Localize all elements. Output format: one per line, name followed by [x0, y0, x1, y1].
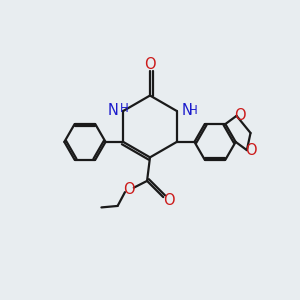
Text: N: N [108, 103, 119, 118]
Text: O: O [245, 143, 256, 158]
Text: O: O [235, 108, 246, 123]
Text: O: O [163, 193, 174, 208]
Text: H: H [189, 104, 198, 118]
Text: H: H [120, 101, 128, 115]
Text: N: N [181, 103, 192, 118]
Text: O: O [144, 57, 156, 72]
Text: O: O [123, 182, 135, 197]
